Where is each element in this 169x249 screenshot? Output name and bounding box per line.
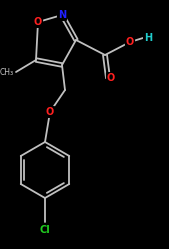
Text: O: O bbox=[126, 37, 134, 47]
Text: N: N bbox=[58, 10, 66, 20]
Text: CH₃: CH₃ bbox=[0, 67, 14, 76]
Text: H: H bbox=[144, 33, 152, 43]
Text: Cl: Cl bbox=[40, 225, 50, 235]
Text: O: O bbox=[46, 107, 54, 117]
Text: O: O bbox=[34, 17, 42, 27]
Text: O: O bbox=[107, 73, 115, 83]
